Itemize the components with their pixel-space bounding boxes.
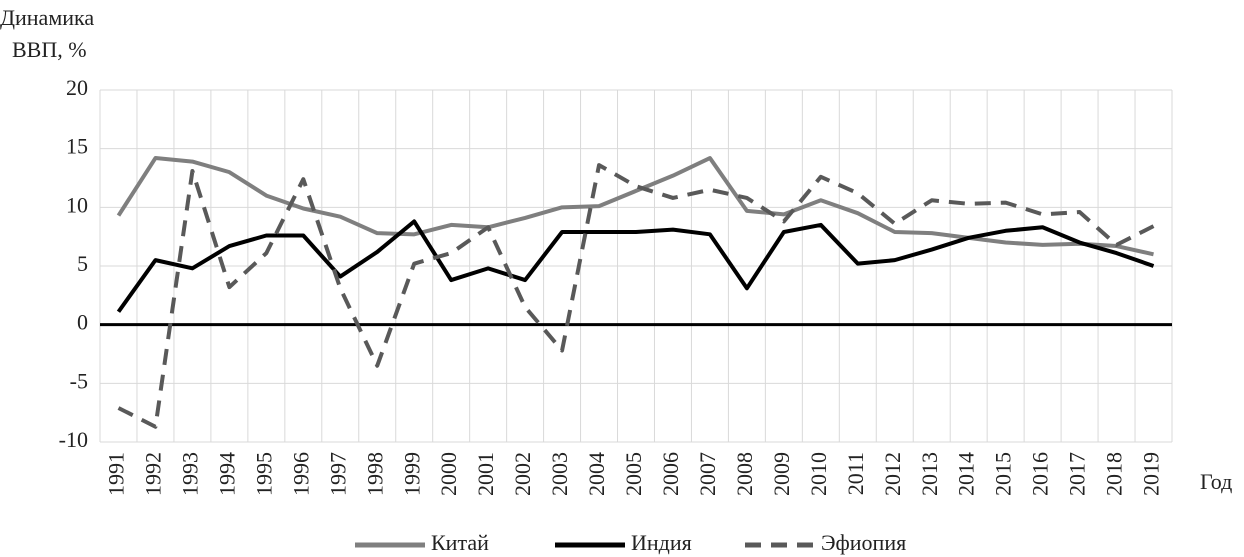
series-line [117, 163, 1155, 429]
x-tick-label: 2002 [510, 452, 535, 496]
series-line [116, 219, 1155, 313]
y-tick-label: -5 [70, 368, 88, 393]
x-tick-label: 1998 [362, 452, 387, 496]
x-tick-label: 2007 [695, 452, 720, 496]
x-tick-label: 2006 [658, 452, 683, 496]
x-tick-label: 1997 [325, 452, 350, 496]
x-tick-label: 2015 [991, 452, 1016, 496]
x-tick-label: 1993 [177, 452, 202, 496]
x-tick-label: 2014 [954, 452, 979, 496]
x-tick-label: 2016 [1028, 452, 1053, 496]
x-axis-label: Год [1200, 469, 1232, 494]
x-tick-label: 2009 [769, 452, 794, 496]
x-tick-label: 1991 [104, 452, 129, 496]
x-tick-label: 2019 [1139, 452, 1164, 496]
y-tick-label: -10 [59, 427, 88, 452]
legend-label: Эфиопия [821, 530, 906, 555]
x-tick-label: 1994 [214, 452, 239, 496]
y-tick-label: 5 [77, 251, 88, 276]
x-tick-label: 1992 [140, 452, 165, 496]
x-tick-label: 1996 [288, 452, 313, 496]
y-tick-label: 10 [66, 192, 88, 217]
x-tick-label: 2012 [880, 452, 905, 496]
series-line [116, 156, 1154, 257]
x-tick-label: 2003 [547, 452, 572, 496]
y-axis-label: ВВП, % [12, 37, 87, 62]
x-tick-label: 2017 [1065, 452, 1090, 496]
x-tick-label: 2001 [473, 452, 498, 496]
x-tick-label: 2008 [732, 452, 757, 496]
y-tick-label: 15 [66, 134, 88, 159]
x-tick-label: 2013 [917, 452, 942, 496]
x-tick-label: 1999 [399, 452, 424, 496]
y-axis-label: Динамика [0, 5, 94, 30]
x-tick-label: 2011 [843, 452, 868, 495]
x-tick-label: 2018 [1102, 452, 1127, 496]
legend-label: Китай [431, 530, 489, 555]
x-tick-label: 1995 [251, 452, 276, 496]
x-tick-label: 2010 [806, 452, 831, 496]
y-tick-label: 0 [77, 310, 88, 335]
y-tick-label: 20 [66, 75, 88, 100]
legend-label: Индия [631, 530, 692, 555]
x-tick-label: 2005 [621, 452, 646, 496]
x-tick-label: 2004 [584, 452, 609, 496]
x-tick-label: 2000 [436, 452, 461, 496]
